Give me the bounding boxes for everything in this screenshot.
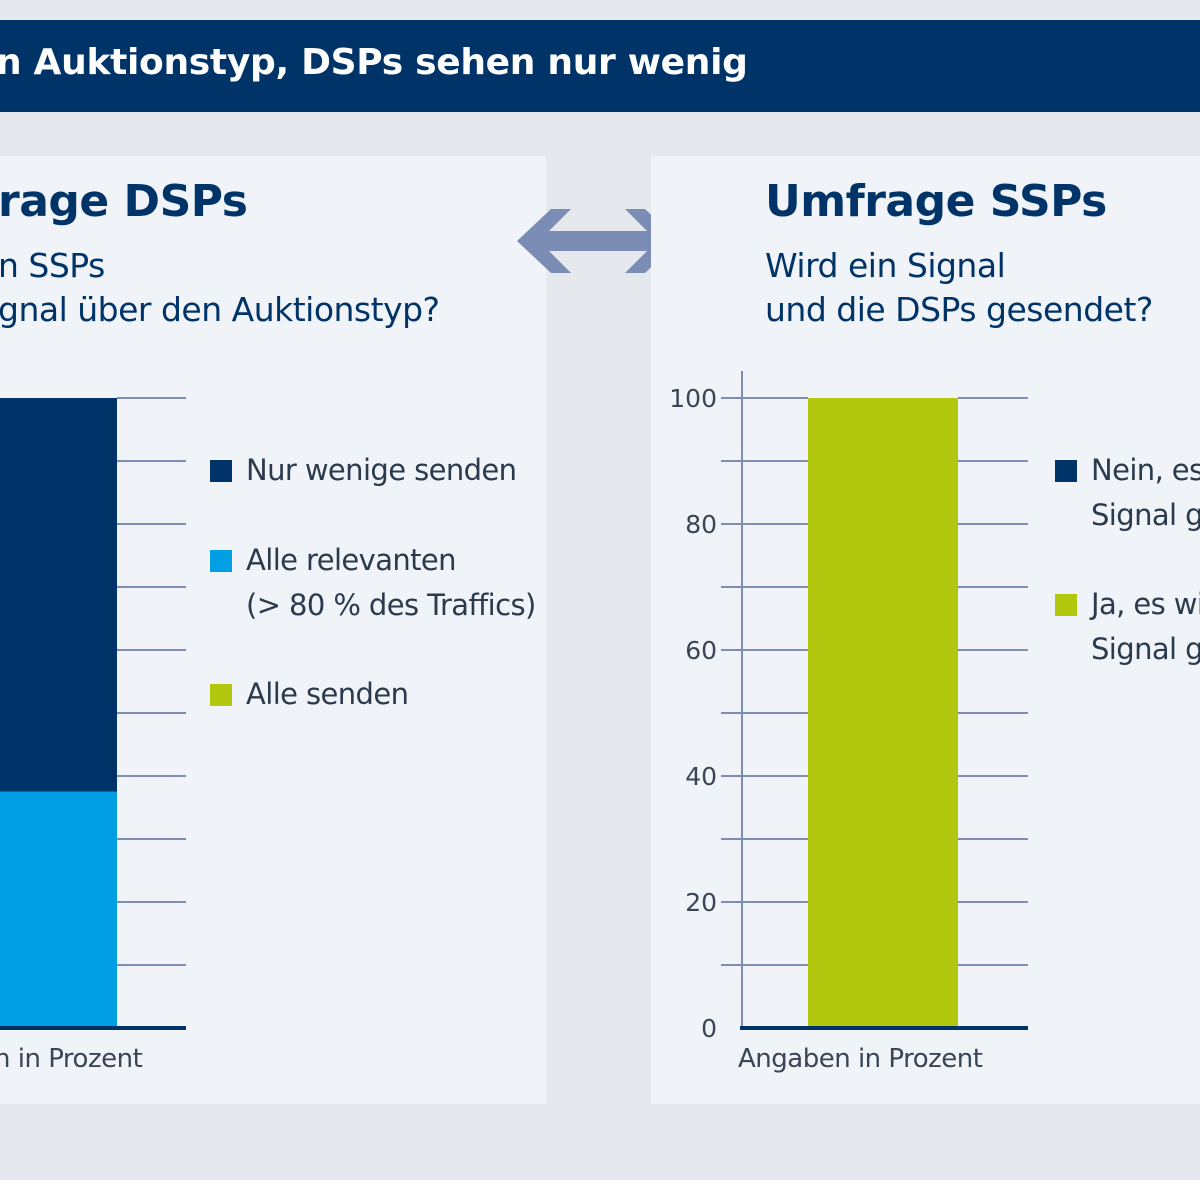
ssp-panel-subtitle: Wird ein Signal und die DSPs gesendet? [765,244,1153,332]
ssp-legend-swatch-yes [1055,594,1077,616]
ssp-unit-label: Angaben in Prozent [738,1044,983,1074]
ssp-chart-tick-label: 80 [685,510,717,539]
ssp-survey-panel: Umfrage SSPs Wird ein Signal und die DSP… [651,156,1200,1104]
dsp-survey-panel: rage DSPs n SSPs gnal über den Auktionst… [0,156,546,1104]
double-arrow-icon [517,209,679,273]
ssp-chart-tick-label: 40 [685,762,717,791]
ssp-legend-no-line-2: Signal ge [1091,498,1200,532]
dsp-chart [0,397,186,1030]
ssp-chart-tick-label: 20 [685,888,717,917]
dsp-legend-swatch-few [210,460,232,482]
dsp-legend-few-line-1: Nur wenige senden [246,453,517,487]
dsp-panel-subtitle: n SSPs gnal über den Auktionstyp? [0,244,440,332]
ssp-legend-swatch-no [1055,460,1077,482]
dsp-legend-label-relevant: Alle relevanten (> 80 % des Traffics) [246,538,536,628]
header-title: n Auktionstyp, DSPs sehen nur wenig [0,42,748,83]
header-banner: n Auktionstyp, DSPs sehen nur wenig [0,20,1200,112]
dsp-chart-bar-segment-1 [0,791,117,1028]
ssp-subtitle-line-2: und die DSPs gesendet? [765,290,1153,329]
dsp-legend-swatch-all [210,684,232,706]
dsp-legend-all-line-1: Alle senden [246,677,409,711]
dsp-chart-bar-segment-2 [0,398,117,792]
ssp-legend-no-line-1: Nein, es [1091,453,1200,487]
ssp-subtitle-line-1: Wird ein Signal [765,246,1006,285]
dsp-legend-swatch-relevant [210,550,232,572]
dsp-subtitle-line-2: gnal über den Auktionstyp? [0,290,440,329]
dsp-subtitle-line-1: n SSPs [0,246,105,285]
ssp-chart-tick-label: 60 [685,636,717,665]
ssp-chart: 0 20 40 60 80 100 [669,371,1028,1043]
ssp-legend-yes-line-2: Signal ge [1091,632,1200,666]
dsp-unit-label: n in Prozent [0,1044,143,1074]
dsp-legend-relevant-line-1: Alle relevanten [246,543,457,577]
ssp-chart-tick-label: 0 [701,1014,717,1043]
ssp-chart-tick-label: 100 [669,384,717,413]
ssp-legend-label-no: Nein, es Signal ge [1091,448,1200,538]
ssp-legend-label-yes: Ja, es wi Signal ge [1091,582,1200,672]
dsp-legend-label-few: Nur wenige senden [246,448,517,493]
dsp-legend-label-all: Alle senden [246,672,409,717]
ssp-chart-bar-segment-0 [808,398,958,1028]
ssp-legend-yes-line-1: Ja, es wi [1091,587,1200,621]
double-arrow-shape [517,209,679,273]
ssp-panel-title: Umfrage SSPs [765,176,1107,227]
bottom-margin [0,1180,1200,1200]
dsp-legend-relevant-line-2: (> 80 % des Traffics) [246,588,536,622]
dsp-panel-title: rage DSPs [0,176,248,227]
